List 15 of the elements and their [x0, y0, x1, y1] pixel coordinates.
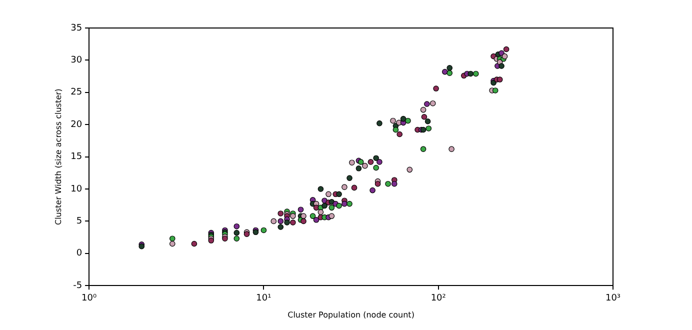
y-axis-title: Cluster Width (size across cluster) [54, 88, 63, 226]
y-tick-label: 5 [76, 216, 82, 227]
y-tick-label: 30 [70, 56, 82, 66]
y-tick-label: 0 [76, 248, 82, 259]
y-tick-label: 20 [70, 120, 82, 130]
x-tick-label: 10³ [605, 293, 621, 304]
x-tick-label: 10⁰ [82, 293, 97, 304]
y-tick-label: 35 [70, 23, 82, 34]
y-tick-label: -5 [73, 280, 82, 291]
x-axis-title: Cluster Population (node count) [288, 310, 414, 320]
x-tick-label: 10¹ [256, 293, 272, 304]
x-tick-label: 10² [430, 293, 446, 304]
y-tick-label: 10 [70, 184, 82, 194]
y-tick-label: 15 [70, 152, 82, 162]
y-tick-label: 25 [70, 88, 82, 98]
